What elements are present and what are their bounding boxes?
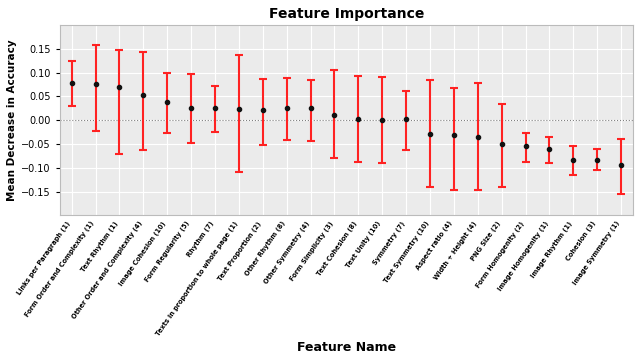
Title: Feature Importance: Feature Importance <box>269 7 424 21</box>
X-axis label: Feature Name: Feature Name <box>297 341 396 354</box>
Y-axis label: Mean Decrease in Accuracy: Mean Decrease in Accuracy <box>7 39 17 201</box>
